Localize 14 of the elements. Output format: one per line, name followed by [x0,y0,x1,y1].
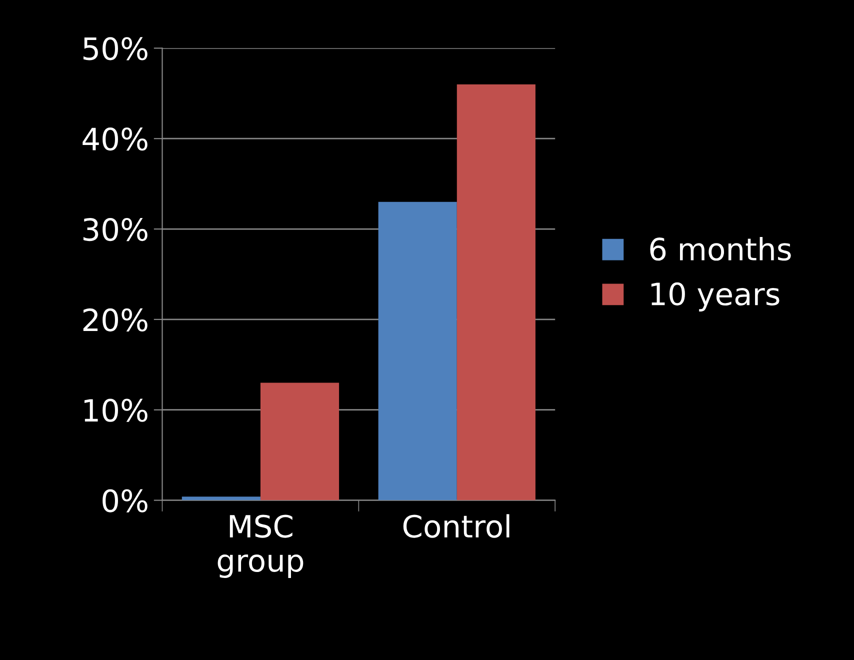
bar [182,496,260,500]
y-tick-label: 20% [83,308,148,332]
legend-label: 6 months [650,237,791,261]
legend-label: 10 years [651,282,780,312]
x-tick-label: Control [403,514,510,538]
y-tick-label: 0% [102,489,148,512]
y-tick-label: 40% [82,128,148,151]
x-tick-label: MSC group [218,514,304,578]
bar [456,84,536,500]
bar [260,382,340,500]
y-tick-label: 30% [83,218,148,242]
y-tick-label: 10% [84,398,148,422]
bar [378,202,457,500]
y-tick-label: 50% [84,37,148,60]
